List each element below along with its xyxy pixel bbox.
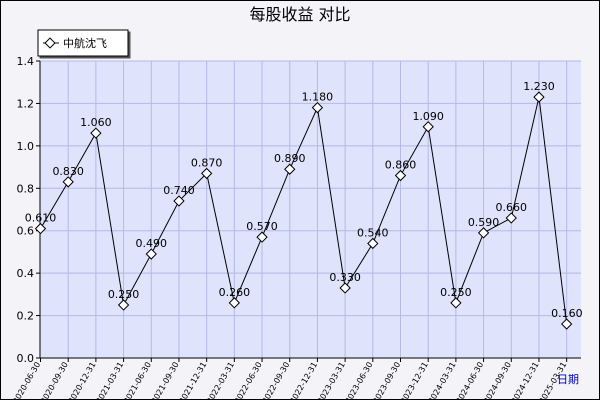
y-tick-label: 0.0	[17, 352, 35, 365]
data-point-marker	[62, 176, 74, 188]
x-tick-label: 2024-06-30	[454, 360, 485, 400]
data-label: 0.250	[108, 288, 140, 301]
x-tick-label: 2022-12-31	[288, 361, 319, 400]
legend-marker-icon	[44, 37, 56, 49]
x-tick-label: 2022-06-30	[233, 361, 264, 400]
data-label: 1.090	[412, 110, 444, 123]
data-point-marker	[505, 212, 517, 224]
x-tick-label: 2024-03-31	[427, 361, 458, 400]
data-point-marker	[477, 227, 490, 239]
data-point-marker	[339, 282, 351, 294]
data-point-marker	[394, 169, 407, 182]
data-labels: 0.610 0.830 1.060 0.250 0.490 0.740 0.870 0.260…	[25, 80, 583, 320]
x-tick-label: 2022-09-30	[260, 361, 291, 400]
y-tick-label: 1.0	[17, 140, 35, 153]
data-point-marker	[450, 297, 462, 309]
data-point-marker	[311, 102, 324, 114]
data-point-marker	[145, 248, 157, 260]
data-label: 0.870	[191, 156, 223, 169]
y-tick-label: 0.2	[17, 310, 35, 323]
y-axis: 0.0 0.2 0.4 0.6 0.8 1.0 1.2 1.4	[17, 55, 41, 365]
data-label: 0.330	[329, 271, 361, 284]
y-tick-label: 0.4	[17, 267, 35, 280]
x-axis-label: 日期	[557, 373, 579, 386]
x-tick-label: 2021-09-30	[150, 361, 181, 400]
x-tick-label: 2024-09-30	[482, 361, 513, 400]
y-tick-label: 1.4	[17, 55, 35, 68]
data-label: 1.060	[80, 116, 112, 129]
x-tick-label: 2023-12-31	[399, 361, 430, 400]
x-tick-label: 2022-03-31	[205, 361, 236, 400]
x-tick-label: 2020-09-30	[39, 361, 70, 400]
data-point-marker	[367, 237, 379, 250]
data-label: 1.230	[523, 80, 555, 93]
x-tick-label: 2023-06-30	[343, 361, 374, 400]
data-point-marker	[34, 222, 47, 235]
legend-label: 中航沈飞	[63, 36, 107, 50]
data-point-marker	[228, 297, 241, 309]
data-label: 0.890	[274, 152, 306, 165]
data-point-marker	[117, 299, 130, 311]
data-point-marker	[284, 163, 296, 175]
data-point-marker	[173, 195, 185, 207]
data-label: 0.860	[385, 159, 417, 172]
data-point-marker	[422, 121, 434, 133]
x-tick-label: 2021-12-31	[177, 361, 208, 400]
data-label: 0.160	[551, 307, 583, 320]
data-point-marker	[533, 91, 545, 103]
x-tick-label: 2023-09-30	[371, 361, 402, 400]
x-tick-label: 2024-12-31	[510, 361, 541, 400]
data-label: 0.260	[219, 286, 251, 299]
data-label: 1.180	[302, 91, 334, 104]
series-line	[40, 96, 568, 325]
y-tick-label: 0.6	[17, 225, 35, 238]
data-point-marker	[90, 127, 102, 139]
x-tick-label: 2021-03-31	[94, 361, 125, 400]
x-tick-label: 2020-12-31	[67, 361, 98, 400]
legend: 中航沈飞	[37, 29, 129, 57]
series-eps	[34, 91, 573, 330]
x-tick-label: 2023-03-31	[316, 361, 347, 400]
x-axis: 2020-06-302020-09-302020-12-312021-03-31…	[11, 357, 581, 400]
data-point-marker	[256, 231, 268, 243]
data-label: 0.660	[496, 201, 528, 214]
x-tick-label: 2021-06-30	[122, 361, 153, 400]
chart-title: 每股收益 对比	[249, 5, 350, 24]
plot-area	[40, 61, 581, 358]
data-point-marker	[200, 167, 213, 180]
data-label: 0.740	[163, 184, 195, 197]
grid	[40, 60, 581, 358]
data-label: 0.570	[246, 220, 278, 233]
data-label: 0.250	[440, 286, 472, 299]
data-label: 0.590	[468, 216, 500, 229]
data-label: 0.610	[25, 212, 57, 225]
y-tick-label: 0.8	[17, 182, 35, 195]
data-point-marker	[560, 318, 573, 330]
x-tick-label: 2020-06-30	[11, 361, 42, 400]
data-label: 0.540	[357, 226, 389, 239]
y-tick-label: 1.2	[17, 97, 35, 110]
data-label: 0.830	[52, 165, 84, 178]
data-label: 0.490	[136, 237, 168, 250]
